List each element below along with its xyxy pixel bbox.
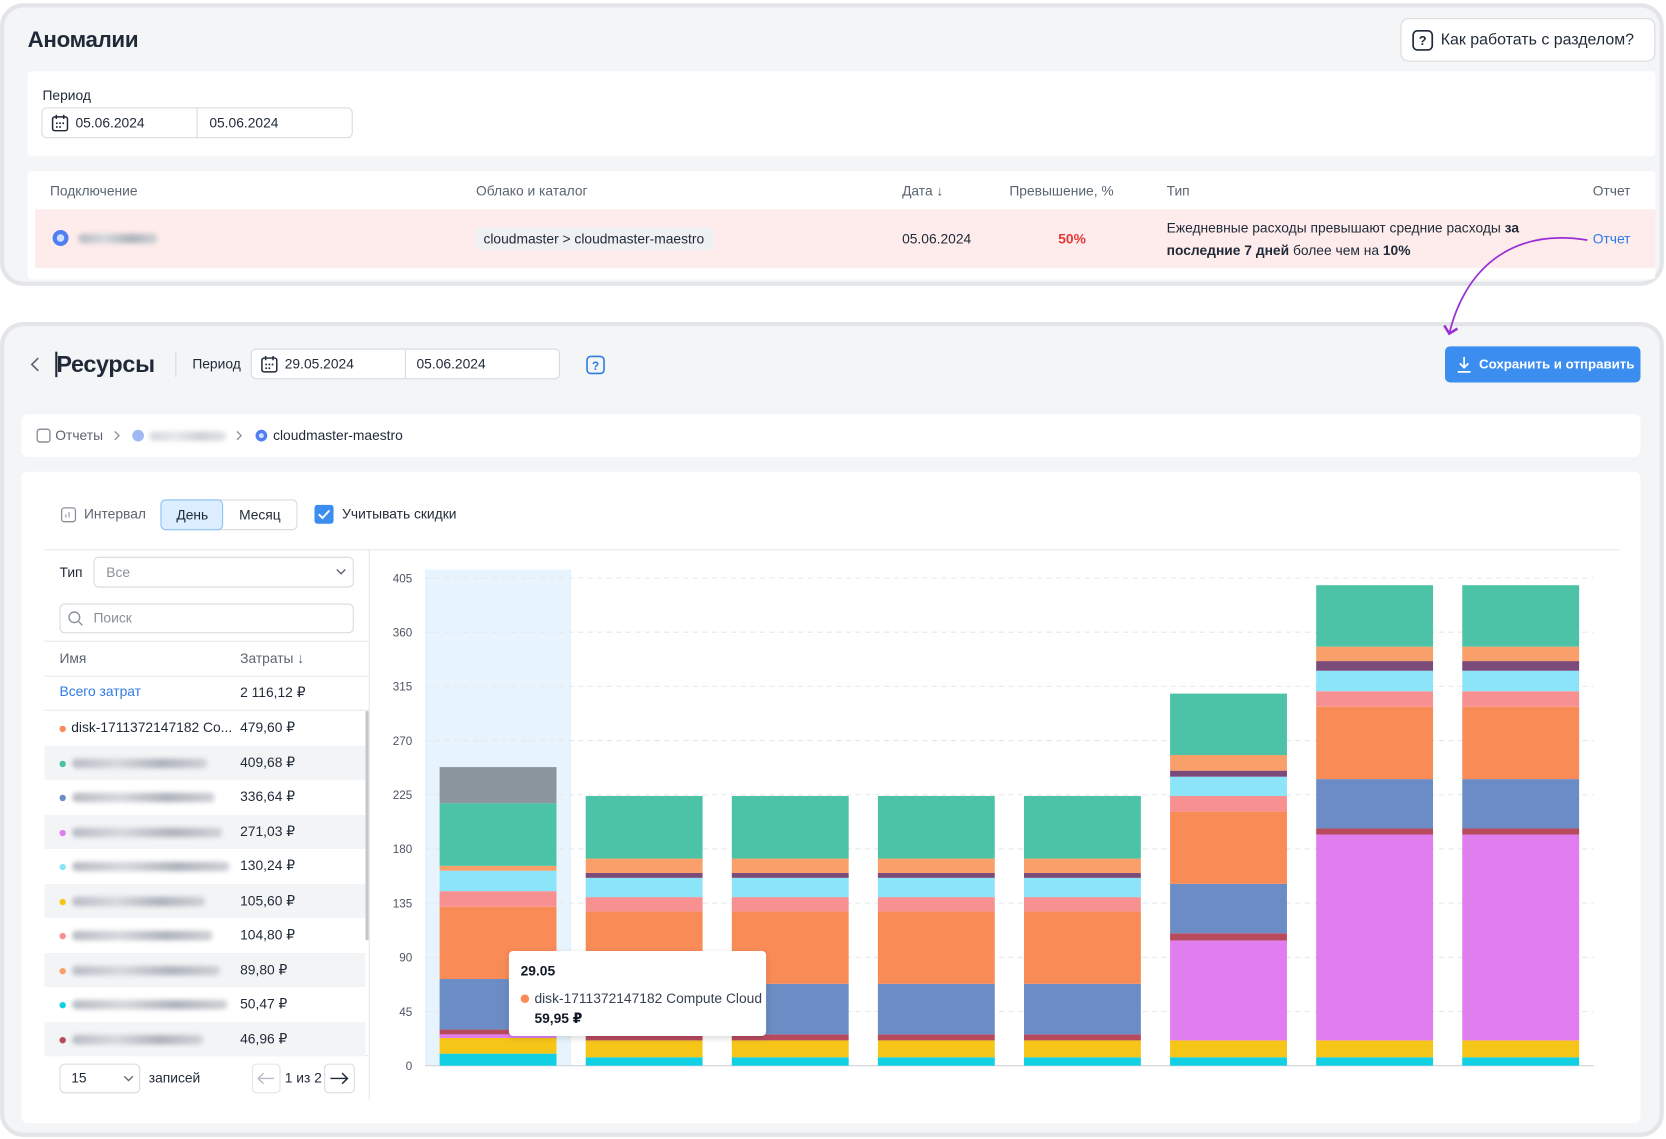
bar-segment <box>1462 828 1579 834</box>
bar-segment <box>1462 707 1579 779</box>
bar-segment <box>1024 873 1141 878</box>
tooltip-dot <box>521 995 530 1004</box>
bar-segment <box>1170 812 1287 884</box>
bar-segment <box>732 1040 849 1057</box>
bar-segment <box>1170 694 1287 755</box>
bar-segment <box>878 1034 995 1040</box>
bar-segment <box>1170 796 1287 812</box>
bar-segment <box>732 796 849 859</box>
y-tick-label: 405 <box>393 572 412 585</box>
bar-segment <box>1170 933 1287 940</box>
bar-segment <box>1024 897 1141 911</box>
bar-segment <box>732 897 849 911</box>
tooltip-title: 29.05 <box>521 962 556 978</box>
y-tick-label: 0 <box>406 1060 413 1073</box>
bar-segment <box>1024 878 1141 897</box>
bar-segment <box>586 1040 703 1057</box>
bar-segment <box>1024 859 1141 873</box>
bar-segment <box>1316 691 1433 707</box>
bar-segment <box>1024 1034 1141 1040</box>
bar-segment <box>878 912 995 984</box>
bar-segment <box>1462 834 1579 1040</box>
bar-segment <box>1316 1057 1433 1065</box>
bar-segment <box>1316 647 1433 661</box>
bar-segment <box>586 897 703 911</box>
bar-segment <box>1316 585 1433 646</box>
bar-segment <box>1316 834 1433 1040</box>
bar-segment <box>1170 940 1287 1040</box>
bar-segment <box>878 984 995 1035</box>
bar-segment <box>1316 779 1433 828</box>
y-tick-label: 90 <box>399 952 412 965</box>
bar-segment <box>878 878 995 897</box>
bar-segment <box>1024 984 1141 1035</box>
bar-segment <box>586 859 703 873</box>
bar-segment <box>1316 707 1433 779</box>
bar-segment <box>878 1057 995 1065</box>
bar-segment <box>1024 1057 1141 1065</box>
bar-segment <box>1462 585 1579 646</box>
y-tick-label: 45 <box>399 1006 412 1019</box>
bar-segment <box>732 859 849 873</box>
bar-segment <box>440 1038 557 1054</box>
bar-segment <box>732 1057 849 1065</box>
bar-segment <box>1462 691 1579 707</box>
bar-segment <box>1462 647 1579 661</box>
bar-segment <box>878 873 995 878</box>
bar-segment <box>878 1040 995 1057</box>
bar-segment <box>1316 671 1433 691</box>
bar-segment <box>440 767 557 803</box>
bar-segment <box>1462 1040 1579 1057</box>
bar-segment <box>1462 671 1579 691</box>
y-tick-label: 360 <box>393 626 413 639</box>
bar-segment <box>440 871 557 891</box>
bar-segment <box>1316 828 1433 834</box>
y-tick-label: 225 <box>393 789 412 802</box>
bar-segment <box>1462 661 1579 671</box>
y-tick-label: 270 <box>393 735 413 748</box>
bar-segment <box>586 796 703 859</box>
bar-segment <box>586 873 703 878</box>
annotation-arrow <box>1449 238 1587 334</box>
bar-segment <box>1170 1040 1287 1057</box>
bar-segment <box>732 873 849 878</box>
bar-segment <box>878 796 995 859</box>
bar-segment <box>878 897 995 911</box>
bar-segment <box>1170 777 1287 796</box>
bar-segment <box>1024 1040 1141 1057</box>
bar-segment <box>1316 661 1433 671</box>
bar-segment <box>1024 912 1141 984</box>
y-tick-label: 180 <box>393 843 413 856</box>
bar-segment <box>1024 796 1141 859</box>
bar-segment <box>1462 779 1579 828</box>
tooltip-value: 59,95 ₽ <box>534 1010 582 1026</box>
tooltip-series: disk-1711372147182 Compute Cloud <box>534 990 762 1006</box>
y-tick-label: 315 <box>393 681 412 694</box>
bar-segment <box>440 891 557 907</box>
bar-segment <box>1170 771 1287 777</box>
bar-segment <box>586 878 703 897</box>
bar-segment <box>878 859 995 873</box>
bar-segment <box>1316 1040 1433 1057</box>
y-tick-label: 135 <box>393 897 412 910</box>
bar-segment <box>1170 1057 1287 1065</box>
bar-segment <box>1462 1057 1579 1065</box>
bar-segment <box>1170 755 1287 771</box>
bar-segment <box>586 1057 703 1065</box>
bar-segment <box>440 866 557 871</box>
bar-segment <box>732 878 849 897</box>
bar-segment <box>440 803 557 866</box>
bar-segment <box>1170 884 1287 933</box>
bar-segment <box>440 1054 557 1066</box>
